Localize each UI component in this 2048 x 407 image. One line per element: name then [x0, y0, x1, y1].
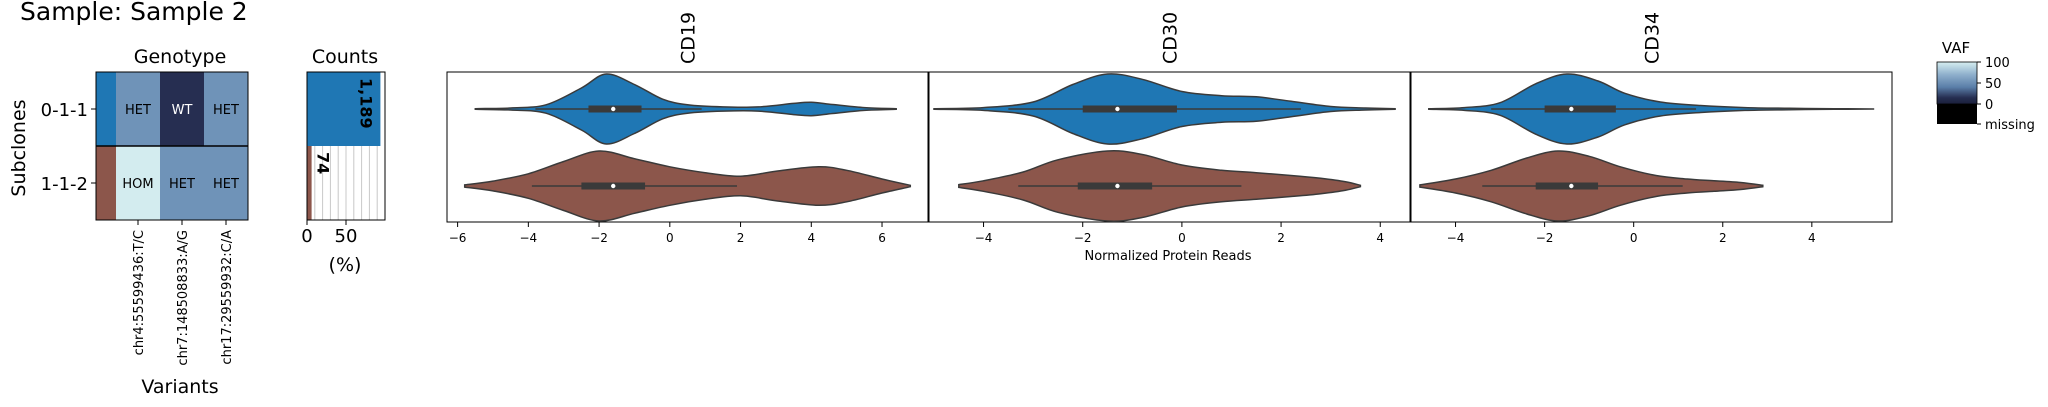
- violin-tick-label: −4: [975, 231, 993, 245]
- genotype-cell-label: HET: [125, 103, 151, 118]
- violin-tick-label: −2: [1536, 231, 1554, 245]
- genotype-cell-label: HOM: [122, 177, 153, 192]
- genotype-cell: [116, 72, 160, 146]
- subclone-label: 0-1-1: [41, 100, 88, 121]
- genotype-heatmap: Genotype Subclones Variants HET WT HET HOM H…: [8, 46, 249, 398]
- violin-tick-label: 2: [1277, 231, 1285, 245]
- subclone-label: 1-1-2: [41, 174, 88, 195]
- violin-panel-cd34: CD34 −4 −2 0 2 4: [1410, 12, 1893, 245]
- violin-median: [1569, 106, 1574, 112]
- genotype-cell: [204, 146, 248, 220]
- violin-tick-label: 2: [1719, 231, 1727, 245]
- subclone-color-strip: [96, 146, 116, 220]
- violin-tick-label: 4: [1808, 231, 1816, 245]
- violin-tick-label: 0: [1630, 231, 1638, 245]
- violin-iqr-box: [1535, 182, 1599, 190]
- violin-iqr-box: [1544, 105, 1616, 113]
- genotype-cell-label: WT: [172, 103, 193, 118]
- vaf-tick-label: 50: [1985, 77, 2002, 92]
- panel-title: CD34: [1642, 12, 1664, 64]
- vaf-tick-label: 100: [1985, 56, 2010, 71]
- violin-tick-label: −6: [449, 231, 467, 245]
- violin-tick-label: 4: [1376, 231, 1384, 245]
- violin-panel-cd19: CD19 −6 −4 −2 0 2 4 6: [446, 12, 929, 245]
- counts-title: Counts: [312, 46, 378, 68]
- genotype-cell: [116, 146, 160, 220]
- genotype-cell-label: HET: [213, 103, 239, 118]
- violin-tick-label: 0: [666, 231, 674, 245]
- genotype-cell-label: HET: [213, 177, 239, 192]
- violin-tick-label: −2: [590, 231, 608, 245]
- violin-xlabel: Normalized Protein Reads: [1085, 249, 1252, 264]
- variants-axis-label: Variants: [141, 376, 218, 398]
- vaf-missing-swatch: [1937, 104, 1977, 124]
- violin-median: [1115, 183, 1120, 189]
- sample-title: Sample: Sample 2: [20, 0, 248, 26]
- variant-label: chr4:55599436:T/C: [132, 230, 147, 355]
- violin-tick-label: −4: [1447, 231, 1465, 245]
- variant-label: chr17:29559932:C/A: [220, 230, 235, 365]
- count-label: 74: [314, 152, 333, 174]
- panel-title: CD19: [678, 12, 700, 64]
- count-bar: [307, 146, 312, 220]
- subclones-axis-label: Subclones: [8, 99, 30, 196]
- genotype-cell: [204, 72, 248, 146]
- counts-chart: Counts 1,189 74 0 50 (%): [301, 46, 386, 276]
- violin-tick-label: −4: [519, 231, 537, 245]
- counts-tick-label: 0: [301, 226, 312, 247]
- violin-iqr-box: [1077, 182, 1153, 190]
- violin-tick-label: −2: [1074, 231, 1092, 245]
- variant-label: chr7:148508833:A/G: [176, 230, 191, 366]
- vaf-colorbar: VAF 100 50 0 missing: [1936, 39, 2035, 133]
- genotype-cell: [160, 72, 204, 146]
- violin-median: [1115, 106, 1120, 112]
- count-bar: [307, 72, 381, 146]
- violin-panel-cd30: CD30 −4 −2 0 2 4: [928, 12, 1411, 245]
- genotype-cell-label: HET: [169, 177, 195, 192]
- genotype-title: Genotype: [134, 46, 227, 68]
- violin-panels: CD19 −6 −4 −2 0 2 4 6 CD30 −4 −2 0 2 4 CD34 −4 −2 0 2 4: [446, 12, 1893, 245]
- counts-xlabel: (%): [329, 254, 362, 276]
- counts-tick-label: 50: [335, 226, 358, 247]
- subclone-color-strip: [96, 72, 116, 146]
- violin-tick-label: 0: [1178, 231, 1186, 245]
- violin-iqr-box: [1082, 105, 1177, 113]
- violin-tick-label: 2: [737, 231, 745, 245]
- vaf-tick-label: 0: [1985, 98, 1993, 113]
- violin-tick-label: 4: [807, 231, 815, 245]
- count-label: 1,189: [356, 78, 375, 129]
- violin-median: [611, 183, 616, 189]
- violin-tick-label: 6: [878, 231, 886, 245]
- violin-median: [1569, 183, 1574, 189]
- panel-title: CD30: [1160, 12, 1182, 64]
- heatmap-frame: [95, 71, 249, 221]
- vaf-title: VAF: [1942, 39, 1970, 57]
- violin-median: [611, 106, 616, 112]
- vaf-gradient: [1936, 61, 1978, 105]
- vaf-tick-label: missing: [1985, 118, 2035, 133]
- genotype-cell: [160, 146, 204, 220]
